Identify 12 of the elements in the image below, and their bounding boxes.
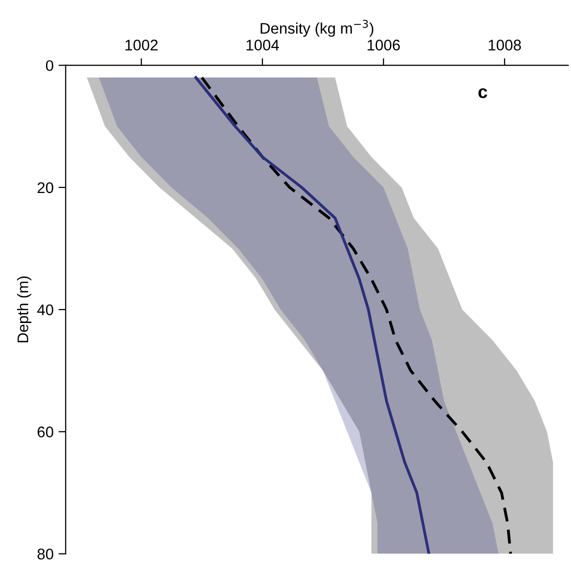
y-tick-label: 60: [38, 426, 54, 438]
x-tick-label: 1006: [368, 40, 400, 50]
x-tick-label: 1004: [246, 40, 279, 50]
y-tick-label: 0: [46, 60, 54, 72]
x-tick-label: 1008: [488, 40, 521, 50]
y-tick-label: 40: [37, 304, 54, 316]
y-axis-title: Depth (m): [17, 276, 32, 342]
x-tick-label: 1002: [126, 40, 158, 50]
y-tick-label: 80: [38, 548, 54, 560]
y-tick-label: 20: [38, 182, 54, 194]
annotation: c: [478, 88, 488, 98]
x-axis-title: Density (kg m$^{−3}$): [260, 20, 374, 37]
